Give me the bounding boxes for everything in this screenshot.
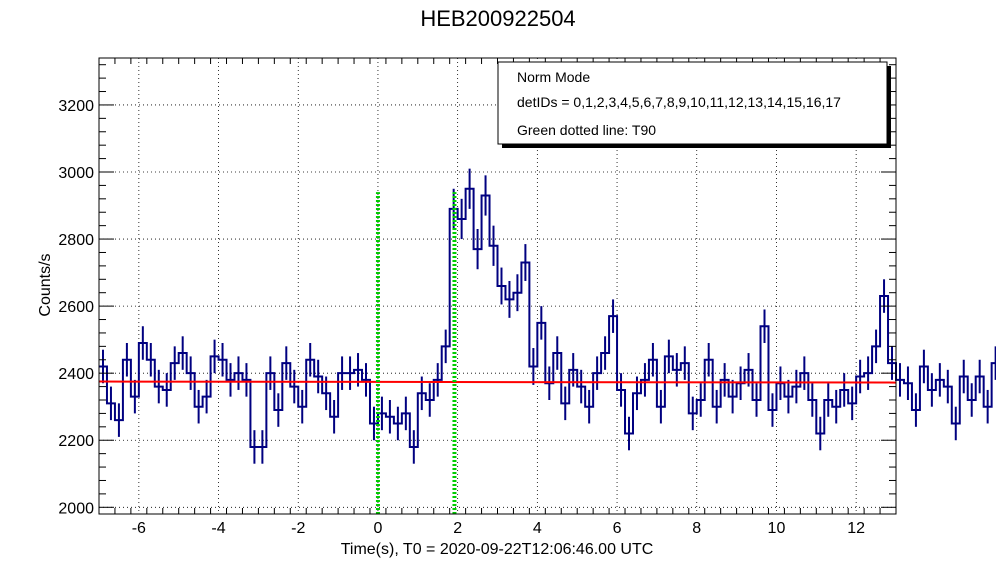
x-axis-label: Time(s), T0 = 2020-09-22T12:06:46.00 UTC — [341, 541, 654, 558]
x-tick-label: 6 — [613, 520, 622, 537]
legend-entry-1: detIDs = 0,1,2,3,4,5,6,7,8,9,10,11,12,13… — [517, 94, 841, 110]
y-tick-label: 3200 — [58, 98, 94, 115]
legend-box — [497, 61, 888, 145]
legend-entry-2: Green dotted line: T90 — [517, 122, 656, 138]
y-tick-label: 3000 — [58, 165, 94, 182]
x-tick-label: 10 — [768, 520, 786, 537]
legend: Norm Mode detIDs = 0,1,2,3,4,5,6,7,8,9,1… — [497, 61, 891, 148]
histogram-step-line — [99, 187, 996, 448]
x-tick-label: 4 — [533, 520, 542, 537]
y-tick-label: 2400 — [58, 366, 94, 383]
y-tick-label: 2800 — [58, 232, 94, 249]
x-tick-label: -4 — [211, 520, 225, 537]
axes: -6 -4 -2 0 2 4 6 8 10 12 2000 2200 2400 2600 2800 3000 3… — [58, 58, 897, 537]
y-tick-label: 2200 — [58, 433, 94, 450]
x-tick-label: 2 — [453, 520, 462, 537]
x-tick-label: -6 — [132, 520, 146, 537]
chart-title: HEB200922504 — [420, 6, 575, 31]
fit-line — [98, 380, 897, 384]
x-tick-label: -2 — [291, 520, 305, 537]
y-tick-label: 2000 — [58, 500, 94, 517]
x-tick-label: 8 — [692, 520, 701, 537]
x-tick-label: 0 — [373, 520, 382, 537]
legend-entry-0: Norm Mode — [517, 69, 590, 85]
plot-area — [98, 168, 996, 514]
x-tick-label: 12 — [847, 520, 865, 537]
y-tick-label: 2600 — [58, 299, 94, 316]
y-axis-label: Counts/s — [37, 253, 54, 316]
